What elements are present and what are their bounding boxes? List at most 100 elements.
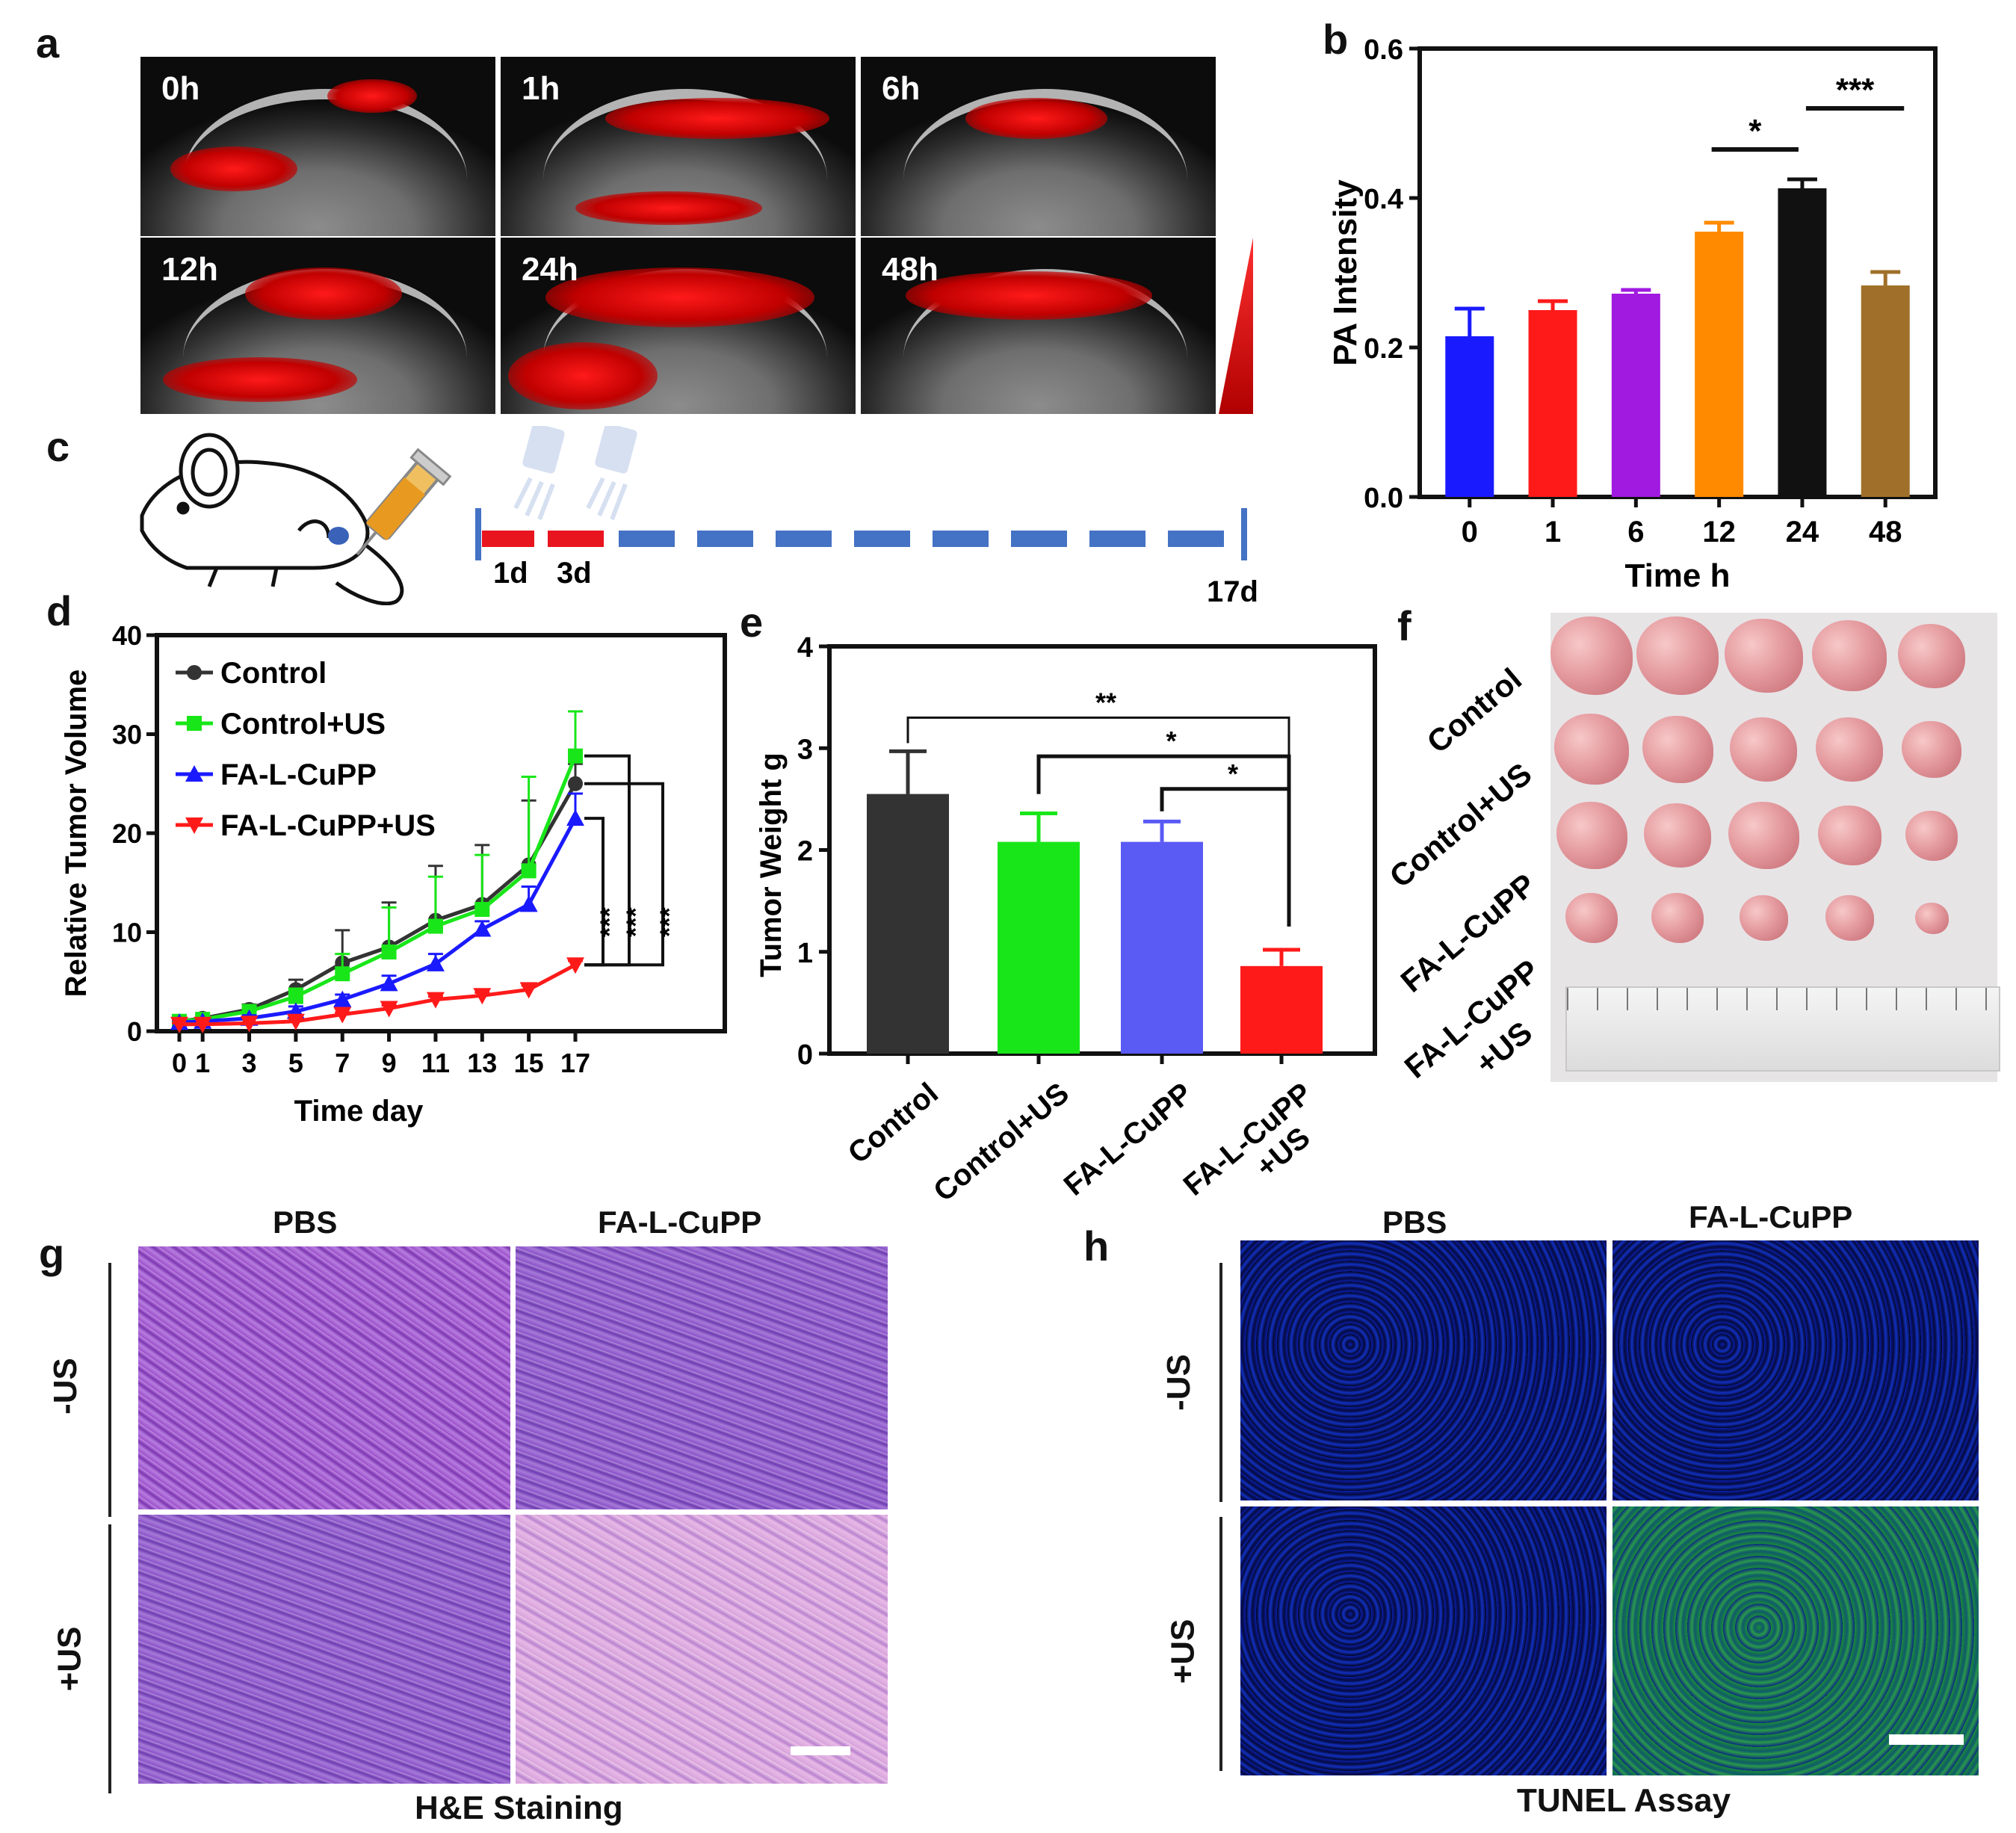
- tumor-specimen: [1554, 714, 1629, 785]
- tumor-specimen: [1825, 894, 1874, 942]
- pa-image-12h: 12h: [140, 238, 495, 414]
- y-tick-label: 0.2: [1364, 333, 1403, 365]
- data-point: [473, 988, 492, 1005]
- data-point: [566, 809, 584, 826]
- time-label: 1h: [522, 70, 560, 107]
- he-image-fa-l-cupp-minus-us: [516, 1246, 888, 1509]
- time-label: 24h: [522, 251, 578, 288]
- timeline: [475, 508, 1247, 560]
- x-tick-label: 3: [242, 1048, 257, 1078]
- significance-label: ***: [1836, 72, 1875, 108]
- chart-b: 0.0 0.2 0.4 0.6 0 1 6 12 24 48 Time h PA Intensity *…: [1327, 34, 1938, 594]
- bar-48: [1861, 285, 1910, 497]
- he-row-label-plus-us: +US: [51, 1626, 88, 1692]
- tunel-row-label-plus-us: +US: [1164, 1619, 1202, 1684]
- panel-label-h: h: [1083, 1222, 1110, 1270]
- he-image-pbs-plus-us: [138, 1515, 510, 1784]
- y-axis-label: Relative Tumor Volume: [60, 670, 93, 998]
- significance-label: ***: [655, 907, 684, 937]
- significance-label: ***: [622, 907, 650, 937]
- timeline-label-17d: 17d: [1207, 575, 1258, 605]
- syringe-icon: [356, 448, 452, 556]
- x-axis-label: Time h: [1624, 557, 1730, 594]
- data-point: [333, 1007, 352, 1024]
- y-axis-label: PA Intensity: [1327, 179, 1364, 366]
- panel-label-e: e: [740, 599, 764, 646]
- data-point: [335, 966, 350, 982]
- pa-image-48h: 48h: [861, 238, 1216, 414]
- tunel-caption: TUNEL Assay: [1517, 1782, 1731, 1819]
- y-tick-label: 1: [797, 938, 813, 969]
- y-tick-label: 20: [112, 818, 142, 849]
- tumor-specimen: [1724, 618, 1803, 693]
- he-col-label-fa-l-cupp: FA-L-CuPP: [598, 1205, 762, 1240]
- tumor-specimen: [1730, 717, 1797, 782]
- y-tick-label: 30: [112, 720, 142, 750]
- data-point: [288, 989, 303, 1004]
- y-axis-label: Tumor Weight g: [755, 752, 788, 977]
- x-tick-label: FA-L-CuPP: [1058, 1077, 1199, 1202]
- tumor-specimen: [1644, 803, 1711, 868]
- pa-image-6h: 6h: [861, 57, 1216, 236]
- data-point: [519, 982, 538, 999]
- significance-bracket: [584, 817, 605, 967]
- data-point: [521, 863, 537, 879]
- tunel-row-label-minus-us: -US: [1160, 1354, 1197, 1411]
- data-point: [426, 992, 445, 1009]
- pa-image-0h: 0h: [140, 57, 495, 236]
- tumor-specimen: [1565, 893, 1618, 943]
- time-label: 6h: [882, 70, 921, 107]
- legend-label: Control+US: [220, 708, 386, 741]
- tumor-specimen: [1642, 715, 1713, 783]
- timeline-label-1d: 1d: [493, 557, 528, 590]
- data-point: [333, 990, 352, 1007]
- he-image-pbs-minus-us: [138, 1246, 510, 1509]
- tumor-specimen: [1914, 902, 1949, 935]
- x-tick-label: FA-L-CuPP+US: [1178, 1077, 1340, 1225]
- tumor-specimen: [1816, 717, 1883, 782]
- bar-0: [867, 794, 949, 1054]
- tunel-col-label-pbs: PBS: [1382, 1205, 1447, 1240]
- significance-label: **: [1095, 687, 1116, 717]
- timeline-label-3d: 3d: [557, 557, 592, 590]
- tumor-specimen: [1902, 721, 1961, 778]
- panel-c-schematic: 1d 3d 17d: [140, 426, 1258, 605]
- series-FA-L-CuPP+US: [170, 957, 584, 1033]
- data-point: [170, 1016, 188, 1033]
- x-tick-label: 12: [1702, 516, 1736, 548]
- series-line: [179, 755, 578, 1024]
- data-point: [240, 1016, 259, 1033]
- y-tick-label: 0.6: [1364, 34, 1403, 66]
- plot-frame: [1417, 46, 1938, 499]
- significance-label: *: [1228, 758, 1238, 789]
- data-point: [519, 895, 538, 912]
- y-tick-label: 10: [112, 918, 142, 948]
- tumor-photo: [1550, 613, 2000, 1082]
- panel-label-f: f: [1397, 602, 1411, 649]
- tunel-row-bracket: [1219, 1263, 1222, 1502]
- y-tick-label: 0.0: [1364, 483, 1403, 514]
- mouse-illustration: [140, 433, 404, 605]
- x-tick-label: 13: [467, 1048, 497, 1078]
- he-image-fa-l-cupp-plus-us: [516, 1515, 888, 1784]
- data-point: [380, 1001, 398, 1018]
- significance-bracket: [1160, 787, 1291, 927]
- scale-bar: [1889, 1734, 1964, 1745]
- data-point: [427, 918, 443, 934]
- panel-f-row-labels: Control Control+US FA-L-CuPP FA-L-CuPP +…: [1383, 661, 1546, 1085]
- x-tick-label: Control+US: [927, 1077, 1075, 1208]
- bar-1: [998, 841, 1080, 1054]
- x-tick-label: 5: [288, 1048, 303, 1078]
- y-tick-label: 0.4: [1364, 184, 1403, 215]
- bar-6: [1611, 294, 1660, 497]
- x-tick-label: 24: [1786, 516, 1819, 548]
- panel-label-d: d: [46, 587, 72, 634]
- data-point: [474, 902, 490, 918]
- x-tick-label: 48: [1869, 516, 1902, 548]
- tumor-specimen: [1817, 805, 1882, 866]
- tunel-row-bracket: [1219, 1517, 1222, 1771]
- time-label: 0h: [161, 70, 200, 107]
- data-point: [194, 1016, 212, 1033]
- series-line: [179, 817, 578, 1024]
